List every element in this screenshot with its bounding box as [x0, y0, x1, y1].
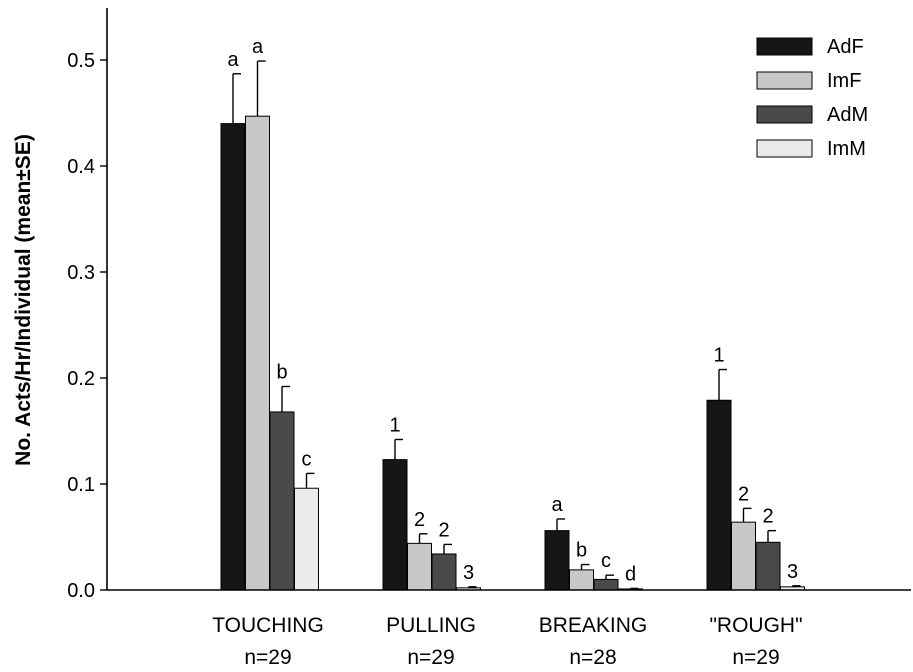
y-tick-label: 0.1: [67, 474, 95, 496]
x-category-n: n=29: [244, 646, 291, 669]
significance-label: 2: [762, 506, 773, 528]
x-category-label: "ROUGH": [709, 614, 802, 637]
legend-swatch-imm: [757, 140, 812, 157]
significance-label: 2: [414, 509, 425, 531]
legend-label: ImF: [827, 70, 861, 92]
bar-adf-2: [545, 531, 569, 590]
significance-label: 2: [738, 483, 749, 505]
legend-label: AdF: [827, 36, 864, 58]
significance-label: c: [601, 550, 611, 572]
y-tick-label: 0.5: [67, 50, 95, 72]
bar-adm-3: [756, 542, 780, 590]
y-tick-label: 0.0: [67, 580, 95, 602]
legend-swatch-adf: [757, 38, 812, 55]
significance-label: d: [625, 563, 636, 585]
y-tick-label: 0.3: [67, 262, 95, 284]
bar-imf-3: [732, 522, 756, 590]
x-category-n: n=29: [732, 646, 779, 669]
y-tick-label: 0.2: [67, 368, 95, 390]
bar-imf-2: [570, 570, 594, 590]
bar-imm-0: [295, 488, 319, 590]
bar-adm-1: [432, 554, 456, 590]
bar-adf-0: [221, 124, 245, 590]
significance-label: a: [252, 36, 264, 58]
significance-label: 3: [787, 561, 798, 583]
legend-label: ImM: [827, 138, 866, 160]
bar-imf-0: [246, 116, 270, 590]
bar-adm-2: [594, 579, 618, 590]
y-axis-label: No. Acts/Hr/Individual (mean±SE): [12, 134, 35, 466]
significance-label: b: [576, 540, 587, 562]
x-category-label: TOUCHING: [212, 614, 324, 637]
bar-adf-1: [383, 460, 407, 590]
y-tick-label: 0.4: [67, 156, 95, 178]
significance-label: a: [551, 494, 563, 516]
x-category-n: n=28: [569, 646, 616, 669]
bar-adf-3: [707, 400, 731, 590]
legend-swatch-adm: [757, 106, 812, 123]
legend-swatch-imf: [757, 72, 812, 89]
x-category-n: n=29: [407, 646, 454, 669]
significance-label: 2: [438, 519, 449, 541]
significance-label: c: [302, 448, 312, 470]
significance-label: 1: [389, 414, 400, 436]
significance-label: 3: [463, 562, 474, 584]
legend: AdF ImF AdM ImM: [757, 36, 868, 160]
x-category-label: PULLING: [386, 614, 476, 637]
bar-imf-1: [408, 543, 432, 590]
significance-label: 1: [713, 345, 724, 367]
bar-adm-0: [270, 412, 294, 590]
x-category-label: BREAKING: [539, 614, 648, 637]
significance-label: a: [227, 49, 239, 71]
significance-label: b: [276, 361, 287, 383]
legend-label: AdM: [827, 104, 868, 126]
